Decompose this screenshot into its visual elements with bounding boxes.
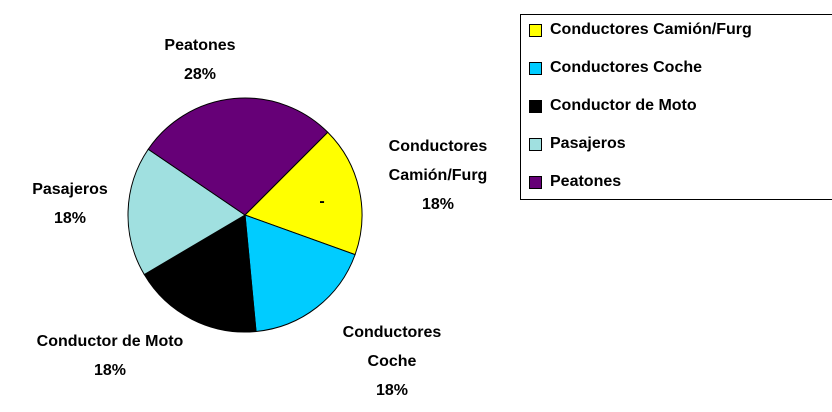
legend-swatch (529, 175, 542, 189)
legend-item: Conductores Coche (529, 59, 702, 77)
slice-label-name: Conductor de Moto (36, 333, 184, 350)
legend-swatch (529, 99, 542, 113)
annotation: - (319, 193, 324, 210)
pie-slice (244, 131, 363, 256)
legend-item: Conductores Camión/Furg (529, 21, 752, 39)
slice-label-value: 28% (183, 66, 217, 83)
pie-slice (143, 214, 257, 333)
legend-swatch (529, 61, 542, 75)
slice-label: Peatones 28% (140, 31, 260, 89)
legend-label: Pasajeros (550, 135, 626, 152)
slice-label: Conductores Camión/Furg 18% (363, 132, 513, 219)
legend-item: Peatones (529, 173, 621, 191)
slice-label-value: 18% (375, 382, 409, 399)
slice-label-value: 18% (421, 196, 455, 213)
slice-label: Conductor de Moto 18% (30, 327, 190, 385)
legend: Conductores Camión/Furg Conductores Coche… (520, 14, 832, 200)
pie-slice (244, 214, 356, 333)
legend-label: Conductor de Moto (550, 97, 697, 114)
slice-label-value: 18% (53, 210, 87, 227)
legend-item: Conductor de Moto (529, 97, 697, 115)
legend-label: Conductores Camión/Furg (550, 21, 752, 38)
legend-label: Peatones (550, 173, 622, 190)
pie-slice (147, 97, 329, 216)
legend-item: Pasajeros (529, 135, 626, 153)
slice-label: Conductores Coche 18% (322, 318, 462, 405)
slice-label-value: 18% (93, 362, 127, 379)
slice-label: Pasajeros 18% (20, 175, 120, 233)
legend-swatch (529, 23, 542, 37)
legend-label: Conductores Coche (550, 59, 703, 76)
pie-slice (127, 148, 246, 276)
slice-label-name: Pasajeros (32, 181, 108, 198)
slice-label-name: Conductores Camión/Furg (388, 138, 488, 184)
legend-swatch (529, 137, 542, 151)
slice-label-name: Peatones (164, 37, 236, 54)
slice-label-name: Conductores Coche (342, 324, 442, 370)
